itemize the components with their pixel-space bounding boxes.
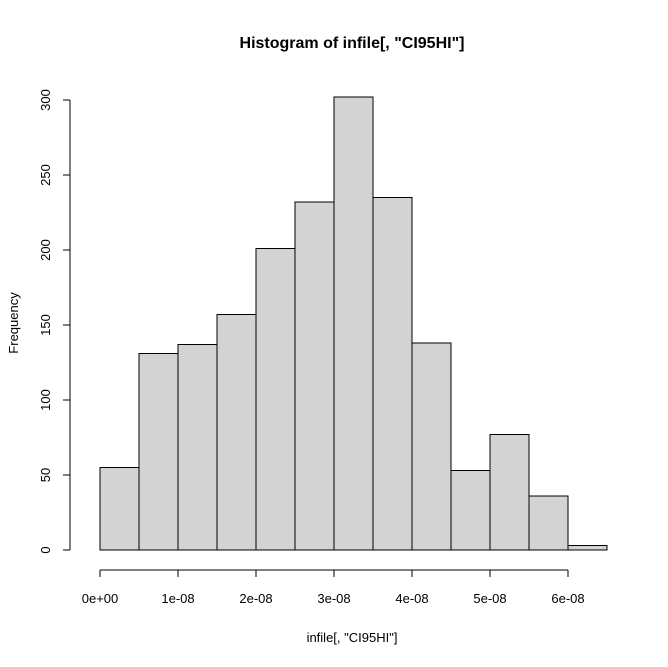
x-tick-label-6: 6e-08 bbox=[551, 591, 584, 606]
y-tick-label-6: 300 bbox=[38, 89, 53, 111]
x-axis: 0e+00 1e-08 2e-08 3e-08 4e-08 5e-08 6e-08 bbox=[82, 569, 585, 606]
x-tick-label-5: 5e-08 bbox=[473, 591, 506, 606]
x-tick-label-3: 3e-08 bbox=[317, 591, 350, 606]
bars-group bbox=[99, 96, 608, 551]
histogram-bar-5 bbox=[294, 201, 335, 551]
x-tick-label-2: 2e-08 bbox=[239, 591, 272, 606]
histogram-bar-0 bbox=[99, 467, 140, 551]
histogram-bar-4 bbox=[255, 248, 296, 551]
y-tick-label-4: 200 bbox=[38, 239, 53, 261]
x-tick-label-0: 0e+00 bbox=[82, 591, 119, 606]
histogram-bar-10 bbox=[489, 434, 530, 551]
y-axis-label: Frequency bbox=[6, 292, 21, 354]
histogram-bar-3 bbox=[216, 314, 257, 551]
y-tick-label-2: 100 bbox=[38, 389, 53, 411]
histogram-bar-1 bbox=[138, 353, 179, 551]
histogram-bar-9 bbox=[450, 470, 491, 551]
histogram-bar-7 bbox=[372, 197, 413, 551]
histogram-bar-2 bbox=[177, 344, 218, 551]
y-tick-label-0: 0 bbox=[38, 546, 53, 553]
histogram-bar-12 bbox=[567, 545, 608, 551]
x-tick-label-4: 4e-08 bbox=[395, 591, 428, 606]
y-tick-label-5: 250 bbox=[38, 164, 53, 186]
x-axis-label: infile[, "CI95HI"] bbox=[307, 630, 398, 645]
histogram-bar-6 bbox=[333, 96, 374, 551]
histogram-bar-8 bbox=[411, 342, 452, 551]
y-axis: 0 50 100 150 200 250 300 bbox=[38, 89, 71, 554]
y-tick-label-1: 50 bbox=[38, 468, 53, 482]
histogram-bar-11 bbox=[528, 495, 569, 551]
chart-title: Histogram of infile[, "CI95HI"] bbox=[240, 35, 465, 52]
y-tick-label-3: 150 bbox=[38, 314, 53, 336]
x-tick-label-1: 1e-08 bbox=[161, 591, 194, 606]
